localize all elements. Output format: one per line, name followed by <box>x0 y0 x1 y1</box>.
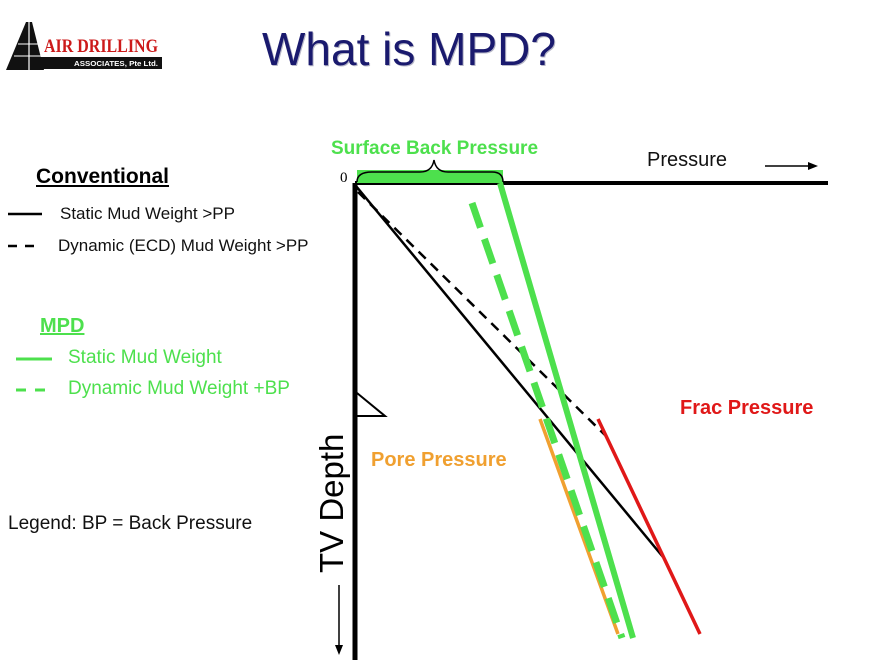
origin-label: 0 <box>340 170 348 186</box>
depth-axis-label: TV Depth <box>313 433 350 573</box>
frac-pressure-label: Frac Pressure <box>680 397 814 419</box>
conventional-heading: Conventional <box>36 165 170 188</box>
surface-back-pressure-bar <box>357 170 503 183</box>
page-title: What is MPD? <box>262 23 556 75</box>
company-logo: AIR DRILLING ASSOCIATES, Pte Ltd. <box>6 22 162 70</box>
legend-mpd-dynamic-mud-weight-bp: Dynamic Mud Weight +BP <box>68 378 290 399</box>
surface-back-pressure-label: Surface Back Pressure <box>331 138 539 159</box>
logo-line2: ASSOCIATES, Pte Ltd. <box>74 61 158 68</box>
legend-static-mud-weight-pp: Static Mud Weight >PP <box>60 204 235 223</box>
depth-arrow-icon <box>335 585 343 655</box>
legend-dynamic-ecd-mud-weight-pp: Dynamic (ECD) Mud Weight >PP <box>58 236 309 255</box>
mpd-static-mud-weight-line <box>497 182 636 639</box>
conventional-dynamic-mud-weight-line <box>357 191 608 438</box>
pore-pressure-line <box>538 418 620 635</box>
pore-pressure-label: Pore Pressure <box>371 449 507 471</box>
legend-note: Legend: BP = Back Pressure <box>8 513 253 534</box>
pressure-arrow-icon <box>765 162 818 170</box>
pressure-axis-label: Pressure <box>647 149 728 171</box>
surface-back-pressure-brace <box>356 159 504 183</box>
frac-pressure-line <box>596 418 702 635</box>
legend-mpd-static-mud-weight: Static Mud Weight <box>68 347 222 368</box>
depth-marker-icon <box>356 392 388 417</box>
conventional-static-mud-weight-line <box>355 185 664 558</box>
mpd-dynamic-mud-weight-line <box>468 201 626 640</box>
logo-line1: AIR DRILLING <box>44 36 158 57</box>
mpd-heading: MPD <box>40 315 85 337</box>
